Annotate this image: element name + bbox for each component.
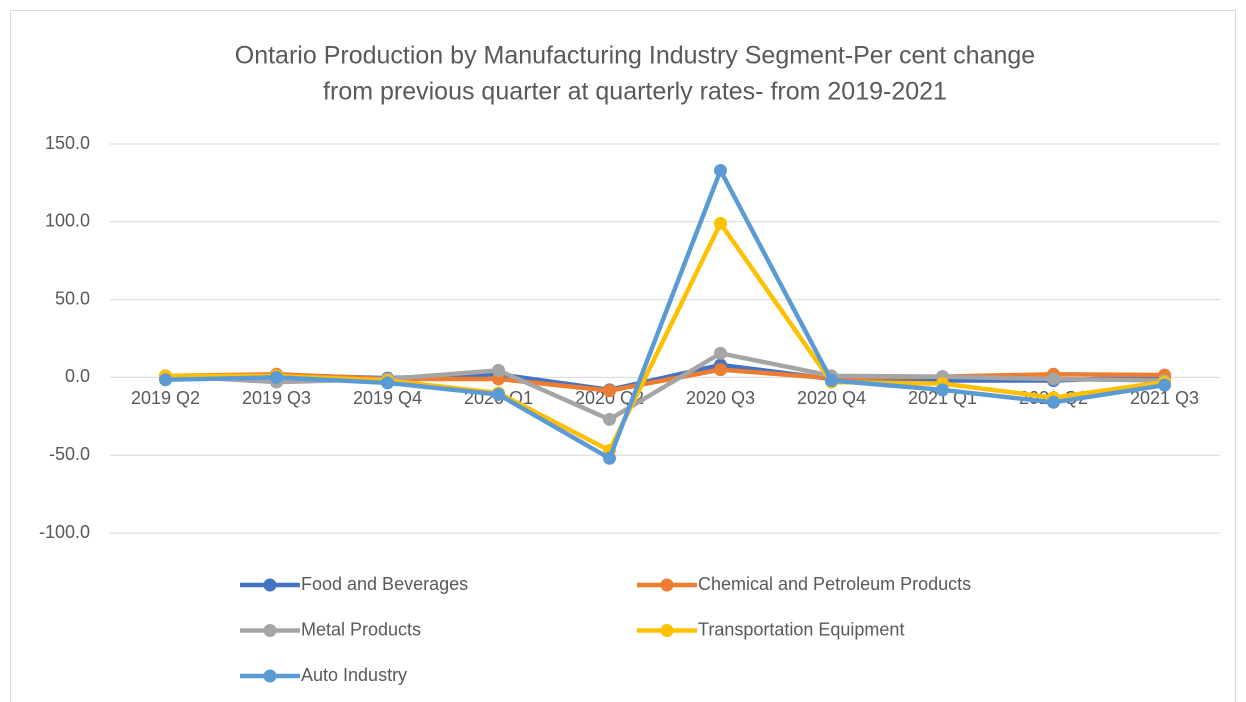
x-tick-label: 2020 Q4 — [797, 388, 866, 408]
y-tick-label: 150.0 — [45, 133, 90, 153]
x-tick-label: 2019 Q2 — [131, 388, 200, 408]
series-line — [165, 168, 1165, 461]
y-tick-label: -50.0 — [49, 444, 90, 464]
data-point — [492, 363, 505, 377]
data-point — [270, 370, 283, 384]
legend-label: Auto Industry — [301, 665, 407, 685]
data-point — [603, 451, 616, 465]
legend-label: Transportation Equipment — [698, 619, 904, 639]
chart-title: from previous quarter at quarterly rates… — [323, 78, 947, 106]
legend-marker — [660, 624, 674, 637]
y-tick-label: -100.0 — [39, 522, 90, 542]
data-point — [714, 216, 727, 230]
legend-marker — [263, 578, 277, 592]
y-tick-label: 0.0 — [65, 366, 90, 386]
y-tick-label: 100.0 — [45, 211, 90, 231]
data-point — [492, 388, 505, 402]
data-point — [603, 412, 616, 426]
chart-title: Ontario Production by Manufacturing Indu… — [235, 42, 1035, 70]
data-point — [936, 383, 949, 397]
data-point — [714, 163, 727, 177]
data-point — [714, 363, 727, 377]
x-tick-label: 2020 Q3 — [686, 388, 755, 408]
legend-label: Chemical and Petroleum Products — [698, 574, 971, 594]
x-tick-label: 2019 Q3 — [242, 388, 311, 408]
legend-marker — [660, 578, 674, 592]
data-point — [159, 373, 172, 387]
data-point — [1158, 378, 1171, 392]
data-point — [714, 346, 727, 360]
y-tick-label: 50.0 — [55, 288, 90, 308]
data-point — [1047, 372, 1060, 386]
x-tick-label: 2020 Q2 — [575, 388, 644, 408]
x-tick-label: 2021 Q3 — [1130, 388, 1199, 408]
x-tick-label: 2019 Q4 — [353, 388, 422, 408]
data-point — [1047, 395, 1060, 409]
legend-marker — [263, 624, 277, 637]
data-point — [381, 376, 394, 390]
legend-label: Metal Products — [301, 619, 421, 639]
data-point — [825, 374, 838, 388]
data-point — [603, 384, 616, 398]
legend-label: Food and Beverages — [301, 574, 468, 594]
chart-frame — [10, 10, 1236, 702]
legend-marker — [263, 669, 277, 683]
